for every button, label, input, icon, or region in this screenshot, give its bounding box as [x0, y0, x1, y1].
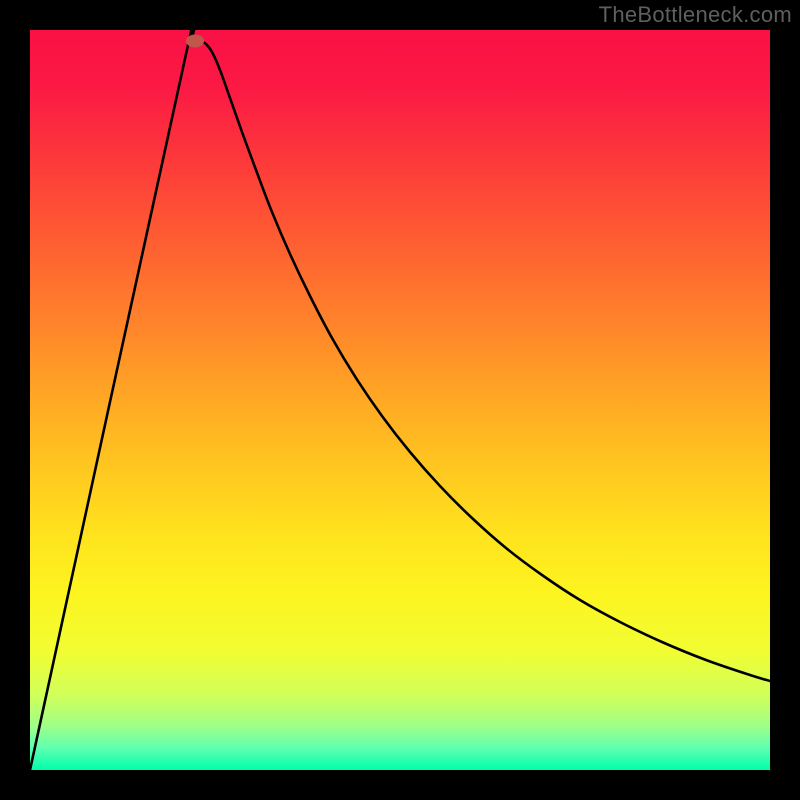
bottleneck-chart: TheBottleneck.com [0, 0, 800, 800]
chart-svg [0, 0, 800, 800]
watermark-text: TheBottleneck.com [599, 2, 792, 28]
chart-background [30, 30, 770, 770]
minimum-marker [186, 35, 204, 48]
